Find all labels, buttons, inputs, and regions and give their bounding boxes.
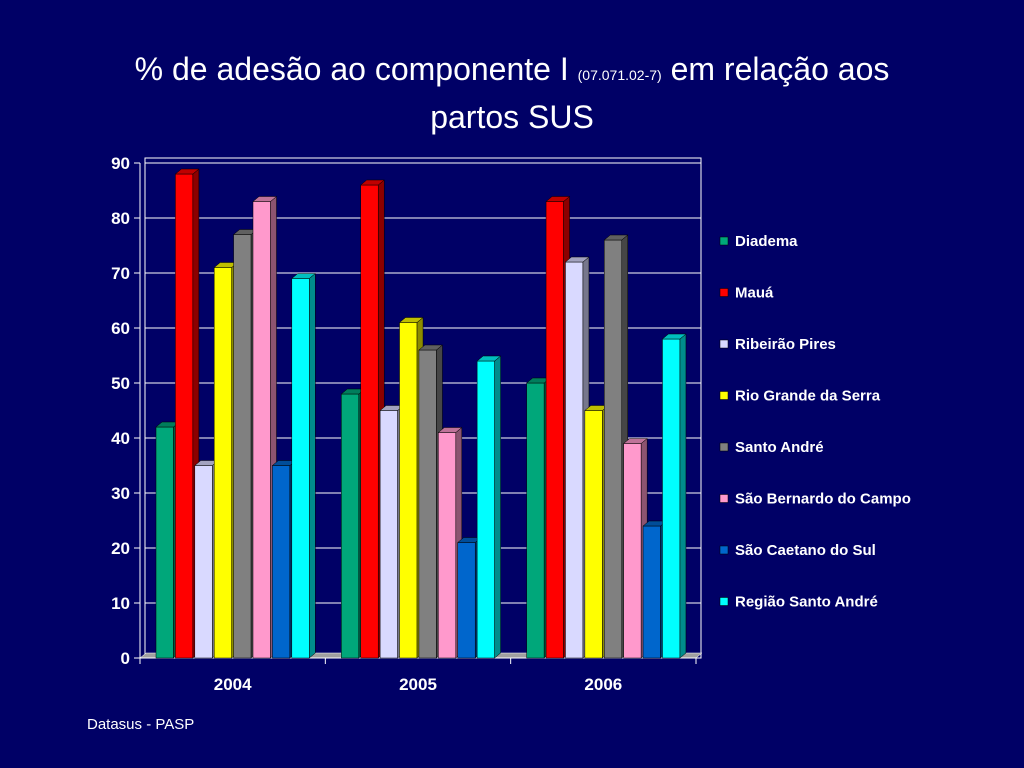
- title-line-2: partos SUS: [430, 99, 594, 135]
- bar-front: [565, 261, 584, 659]
- bar-top: [661, 333, 687, 340]
- bar-front: [526, 382, 545, 659]
- legend-swatch: [719, 545, 729, 555]
- bar-top: [418, 344, 444, 351]
- legend-item: Região Santo André: [719, 594, 878, 611]
- legend-label: Ribeirão Pires: [735, 336, 836, 353]
- y-tick-label: 40: [111, 429, 130, 448]
- bar-top: [174, 168, 200, 175]
- x-category-label: 2006: [584, 675, 622, 694]
- legend-item: Rio Grande da Serra: [719, 388, 881, 405]
- x-category-label: 2005: [399, 675, 437, 694]
- legend-label: Rio Grande da Serra: [735, 388, 881, 405]
- legend-item: Santo André: [719, 439, 824, 456]
- bar-side: [679, 333, 687, 659]
- bar-top: [545, 196, 571, 202]
- legend-swatch: [719, 339, 729, 349]
- bar-top: [360, 179, 385, 186]
- legend-item: Mauá: [719, 285, 774, 302]
- slide-title: % de adesão ao componente I (07.071.02-7…: [0, 48, 1024, 138]
- y-tick-label: 50: [111, 374, 130, 393]
- title-part-1: % de adesão ao componente I: [134, 51, 578, 87]
- bar-2006-2: [564, 256, 590, 659]
- y-tick-label: 80: [111, 209, 130, 228]
- source-note: Datasus - PASP: [87, 716, 195, 733]
- legend-label: São Bernardo do Campo: [735, 491, 911, 508]
- legend-swatch: [719, 597, 729, 606]
- bar-front: [623, 443, 642, 659]
- bar-front: [341, 393, 360, 659]
- bar-front: [476, 360, 495, 659]
- bar-2005-7: [476, 355, 502, 659]
- bar-2005-5: [437, 426, 463, 659]
- y-tick-label: 60: [111, 319, 130, 338]
- legend-item: Ribeirão Pires: [719, 336, 836, 353]
- x-category-label: 2004: [214, 675, 252, 694]
- bar-front: [642, 525, 661, 659]
- legend-swatch: [719, 288, 729, 297]
- bar-top: [564, 256, 590, 263]
- bar-2006-7: [661, 333, 687, 659]
- bar-side: [309, 272, 316, 659]
- bar-front: [233, 234, 252, 659]
- legend-swatch: [719, 391, 729, 400]
- legend-swatch: [719, 236, 729, 246]
- legend-label: Diadema: [735, 233, 798, 250]
- bar-front: [418, 349, 437, 659]
- bar-top: [622, 438, 648, 444]
- legend-item: São Bernardo do Campo: [719, 491, 911, 508]
- bar-top: [603, 234, 629, 241]
- bar-front: [399, 322, 418, 659]
- legend-swatch: [719, 442, 729, 452]
- bar-front: [272, 465, 291, 659]
- y-tick-label: 70: [111, 264, 130, 283]
- legend-swatch: [719, 494, 729, 503]
- title-part-2: em relação aos: [661, 51, 890, 87]
- legend-label: Santo André: [735, 439, 824, 456]
- bar-front: [213, 267, 232, 659]
- bar-front: [457, 542, 476, 659]
- y-tick-label: 90: [111, 154, 130, 173]
- bar-front: [604, 239, 623, 659]
- title-code: (07.071.02-7): [577, 67, 662, 83]
- bar-top: [252, 196, 278, 202]
- bar-front: [175, 173, 194, 659]
- bar-front: [360, 184, 379, 659]
- y-tick-label: 10: [111, 594, 130, 613]
- y-tick-label: 30: [111, 484, 130, 503]
- bar-front: [194, 465, 213, 659]
- bar-top: [291, 273, 316, 279]
- bar-top: [476, 355, 502, 362]
- legend-label: São Caetano do Sul: [735, 542, 876, 559]
- bar-side: [494, 355, 501, 659]
- legend-item: São Caetano do Sul: [719, 542, 876, 559]
- bar-top: [437, 427, 463, 433]
- legend-label: Região Santo André: [735, 594, 878, 611]
- bar-front: [662, 338, 681, 659]
- legend-label: Mauá: [735, 285, 774, 302]
- bar-front: [545, 201, 564, 659]
- y-tick-label: 0: [121, 649, 130, 668]
- bar-front: [584, 410, 603, 659]
- bar-front: [379, 410, 398, 659]
- bar-2004-7: [291, 272, 316, 659]
- bar-front: [438, 432, 457, 659]
- bar-front: [291, 278, 310, 659]
- bar-front: [252, 201, 271, 659]
- bar-top: [398, 317, 424, 323]
- bar-front: [155, 426, 174, 659]
- legend-item: Diadema: [719, 233, 798, 250]
- y-tick-label: 20: [111, 539, 130, 558]
